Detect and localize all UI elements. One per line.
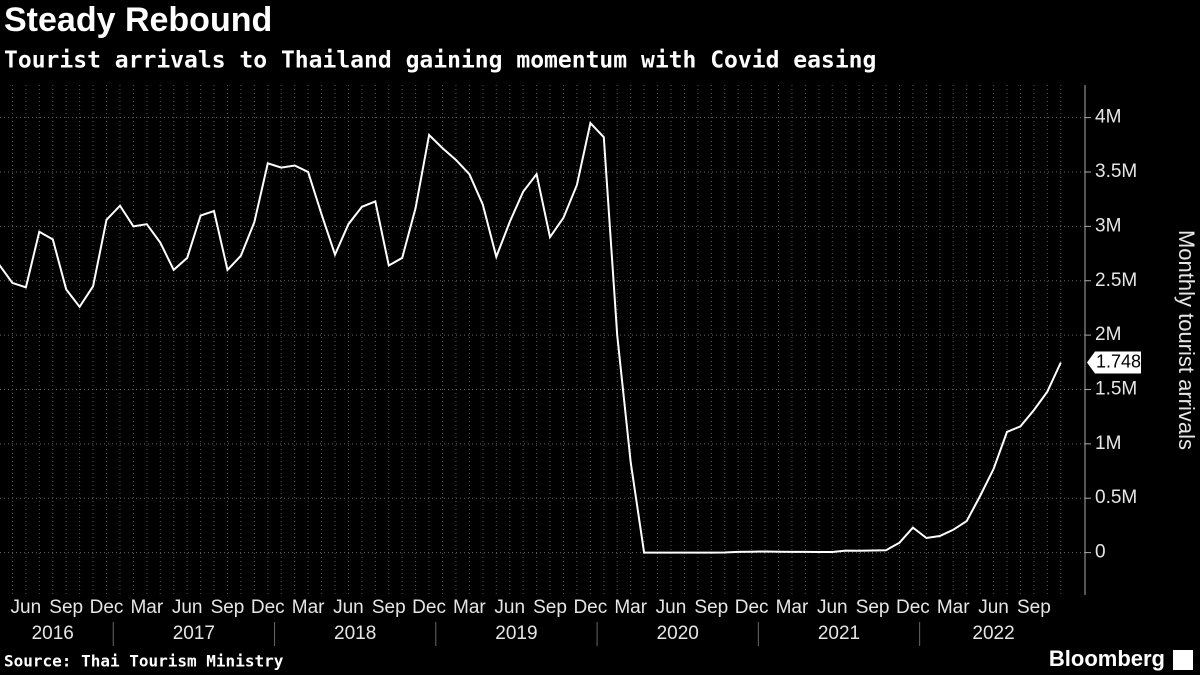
x-tick-label: Sep (533, 597, 567, 618)
series-line (0, 121, 1062, 554)
x-tick-label: Dec (735, 597, 769, 618)
x-tick-label: Sep (1017, 597, 1051, 618)
value-label-box (1087, 351, 1141, 374)
y-tick-label: 2M (1095, 324, 1121, 345)
brand-logo (1173, 650, 1193, 670)
x-tick-label: Mar (130, 597, 163, 618)
x-tick-label: Jun (978, 597, 1009, 618)
x-tick-label: Dec (90, 597, 124, 618)
value-label: 1.748M (1096, 351, 1156, 371)
x-tick-label: Dec (573, 597, 607, 618)
year-label: 2022 (972, 623, 1014, 644)
year-label: 2017 (173, 623, 215, 644)
x-tick-label: Sep (694, 597, 728, 618)
y-tick-label: 1M (1095, 433, 1121, 454)
x-tick-label: Dec (251, 597, 285, 618)
x-tick-label: Jun (172, 597, 203, 618)
x-tick-label: Mar (453, 597, 486, 618)
y-tick-label: 3.5M (1095, 161, 1137, 182)
x-tick-label: Mar (614, 597, 647, 618)
y-tick-label: 4M (1095, 107, 1121, 128)
brand: Bloomberg (1049, 646, 1165, 671)
x-tick-label: Sep (856, 597, 890, 618)
x-tick-label: Jun (333, 597, 364, 618)
year-label: 2020 (657, 623, 699, 644)
year-label: 2021 (818, 623, 860, 644)
y-tick-label: 0.5M (1095, 487, 1137, 508)
y-tick-label: 3M (1095, 215, 1121, 236)
y-axis-label: Monthly tourist arrivals (1174, 230, 1199, 450)
source: Source: Thai Tourism Ministry (4, 652, 284, 671)
chart-subtitle: Tourist arrivals to Thailand gaining mom… (4, 48, 876, 74)
x-tick-label: Dec (896, 597, 930, 618)
x-tick-label: Jun (817, 597, 848, 618)
x-tick-label: Mar (776, 597, 809, 618)
x-tick-label: Dec (412, 597, 446, 618)
year-label: 2016 (32, 623, 74, 644)
x-tick-label: Mar (292, 597, 325, 618)
y-tick-label: 1.5M (1095, 378, 1137, 399)
x-tick-label: Sep (211, 597, 245, 618)
chart-title: Steady Rebound (4, 1, 272, 39)
x-tick-label: Sep (372, 597, 406, 618)
y-tick-label: 2.5M (1095, 270, 1137, 291)
x-tick-label: Jun (656, 597, 687, 618)
year-label: 2019 (495, 623, 537, 644)
x-tick-label: Mar (937, 597, 970, 618)
x-tick-label: Jun (11, 597, 42, 618)
year-label: 2018 (334, 623, 376, 644)
x-tick-label: Jun (494, 597, 525, 618)
y-tick-label: 0 (1095, 542, 1106, 563)
x-tick-label: Sep (49, 597, 83, 618)
